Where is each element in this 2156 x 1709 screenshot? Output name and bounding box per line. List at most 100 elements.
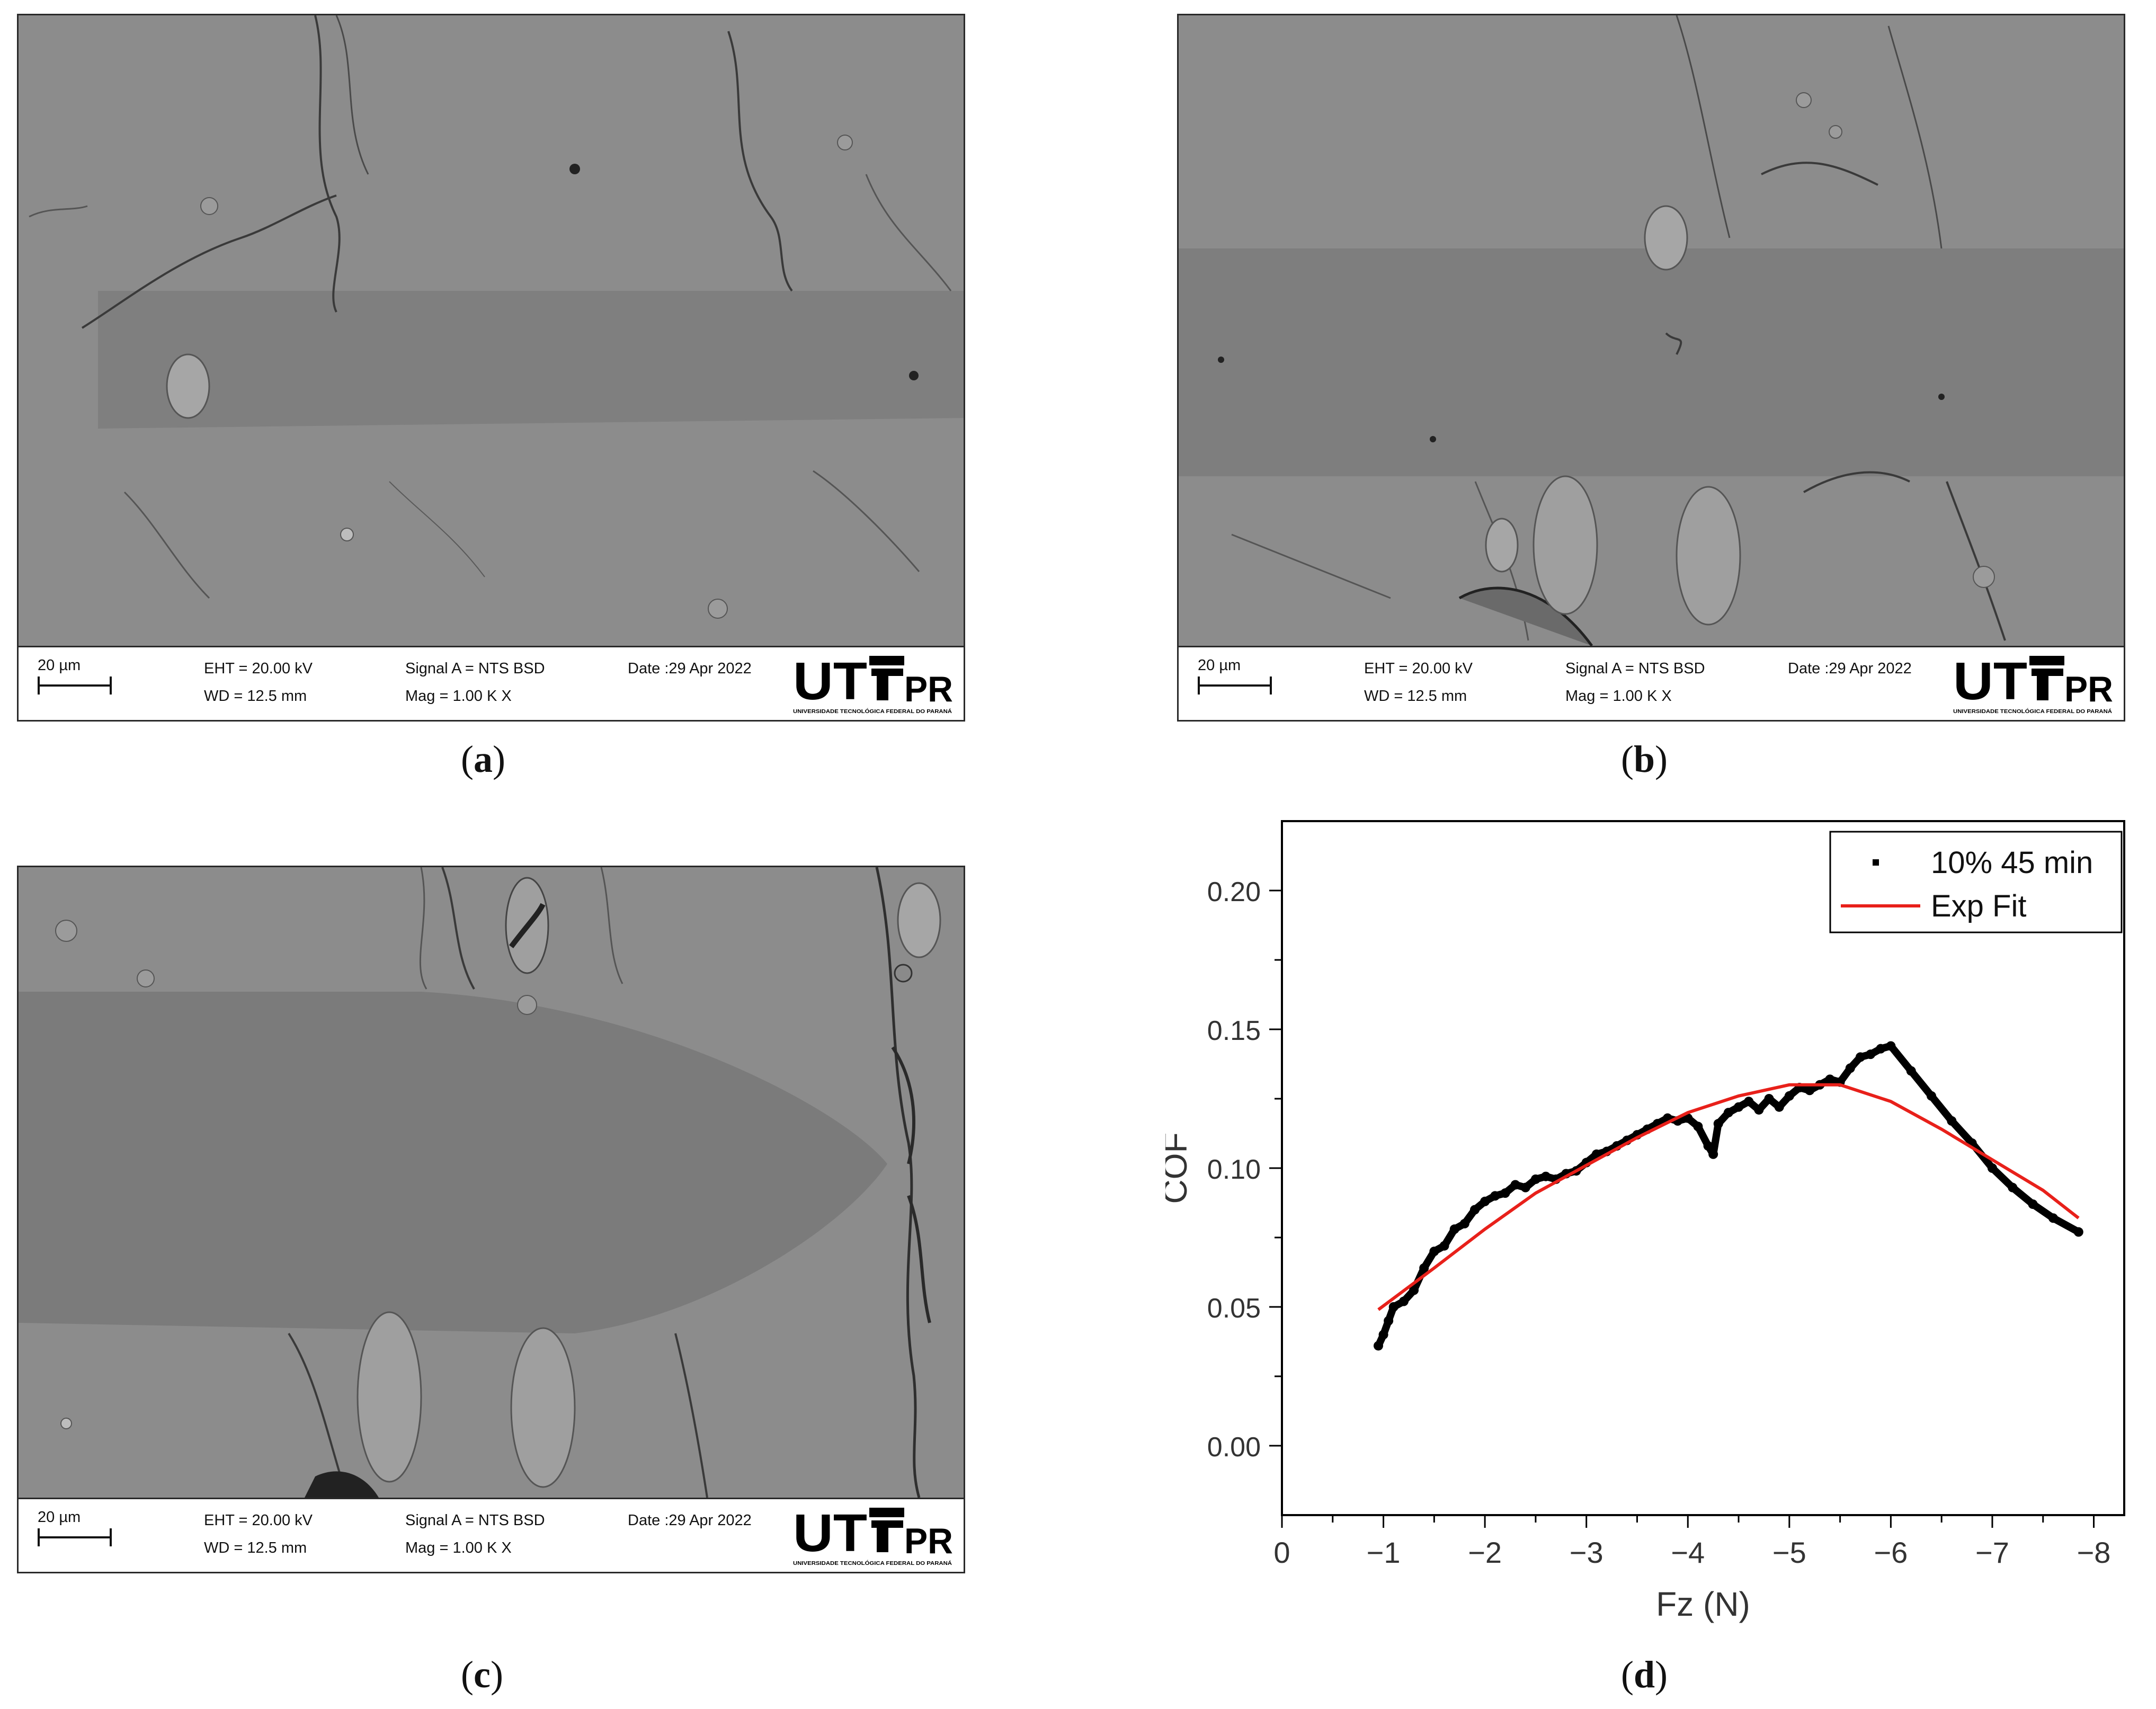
svg-text:UNIVERSIDADE TECNOLÓGICA FEDER: UNIVERSIDADE TECNOLÓGICA FEDERAL DO PARA… [1953, 708, 2112, 715]
scale-bar-right-tick [110, 1528, 112, 1546]
svg-text:PR: PR [2064, 669, 2113, 709]
data-point [1398, 1296, 1409, 1306]
data-point [1703, 1141, 1713, 1151]
data-point [1784, 1091, 1794, 1101]
data-point [1388, 1302, 1398, 1312]
data-point [1744, 1097, 1754, 1107]
data-point [1734, 1102, 1744, 1112]
data-point [1754, 1105, 1764, 1115]
x-tick-label: −5 [1772, 1536, 1806, 1569]
sem-panel-b: 20 µm EHT = 20.00 kV WD = 12.5 mm Signal… [1177, 14, 2125, 722]
data-point [1378, 1330, 1388, 1340]
sem-databar-b: 20 µm EHT = 20.00 kV WD = 12.5 mm Signal… [1179, 646, 2124, 720]
caption-a: (a) [461, 738, 505, 780]
data-point [1530, 1174, 1540, 1184]
data-point [1469, 1205, 1480, 1215]
data-point [2048, 1213, 2058, 1223]
legend-label-scatter: 10% 45 min [1931, 845, 2093, 880]
data-point [2073, 1227, 2083, 1237]
scale-label: 20 µm [38, 1509, 81, 1526]
data-point [1693, 1121, 1703, 1132]
svg-text:UT: UT [1953, 654, 2027, 711]
data-point [1683, 1113, 1693, 1123]
legend-box [1829, 831, 2123, 933]
x-tick-label: −4 [1671, 1536, 1705, 1569]
cof-vs-fz-chart: 0 −1 −2 −3 −4 −5 −6 −7 −8 0.00 0.05 0.10 0.15 0.20 Fz … [1165, 820, 2125, 1623]
data-point [2028, 1199, 2038, 1209]
signal-value: Signal A = NTS BSD [405, 660, 545, 677]
svg-text:PR: PR [904, 1521, 953, 1561]
wd-value: WD = 12.5 mm [204, 688, 307, 705]
data-point [1490, 1191, 1500, 1201]
data-point [1764, 1094, 1774, 1103]
data-point [1459, 1218, 1469, 1229]
data-point [1419, 1263, 1429, 1273]
data-point [2008, 1182, 2018, 1192]
y-axis-label: COF [1165, 1132, 1194, 1204]
scale-bar [38, 1536, 112, 1538]
y-tick-label: 0.00 [1207, 1432, 1261, 1463]
y-tick-label: 0.15 [1207, 1016, 1261, 1046]
svg-text:UNIVERSIDADE TECNOLÓGICA FEDER: UNIVERSIDADE TECNOLÓGICA FEDERAL DO PARA… [793, 1560, 952, 1566]
utfpr-logo: UT PR UNIVERSIDADE TECNOLÓGICA FEDERAL D… [1952, 652, 2116, 716]
date-value: Date :29 Apr 2022 [628, 660, 752, 677]
data-point [1520, 1182, 1530, 1192]
scale-bar-left-tick [38, 677, 40, 695]
scale-bar [38, 684, 112, 687]
data-point [1384, 1316, 1394, 1326]
scale-bar [1198, 684, 1272, 687]
sem-micrograph-b [1179, 15, 2124, 646]
data-point [1500, 1188, 1510, 1198]
data-point [1439, 1241, 1449, 1251]
sem-micrograph-c [19, 867, 964, 1498]
data-point [1845, 1063, 1855, 1073]
date-value: Date :29 Apr 2022 [628, 1512, 752, 1529]
sem-panel-a: 20 µm EHT = 20.00 kV WD = 12.5 mm Signal… [17, 14, 965, 722]
utfpr-logo: UT PR UNIVERSIDADE TECNOLÓGICA FEDERAL D… [792, 652, 956, 716]
data-point [1947, 1116, 1957, 1126]
exp-fit-line [1377, 1083, 2080, 1311]
data-point [1591, 1149, 1601, 1159]
sem-panel-c: 20 µm EHT = 20.00 kV WD = 12.5 mm Signal… [17, 866, 965, 1573]
data-point [1774, 1102, 1784, 1112]
x-tick-label: −2 [1468, 1536, 1502, 1569]
scale-label: 20 µm [38, 657, 81, 674]
data-point [1805, 1085, 1815, 1096]
scale-bar-left-tick [38, 1528, 40, 1546]
data-point [1927, 1091, 1937, 1101]
mag-value: Mag = 1.00 K X [405, 1539, 512, 1556]
data-point [1713, 1119, 1723, 1129]
sem-micrograph-a [19, 15, 964, 646]
sem-databar-a: 20 µm EHT = 20.00 kV WD = 12.5 mm Signal… [19, 646, 964, 720]
x-tick-label: 0 [1273, 1536, 1290, 1569]
data-point [1886, 1041, 1896, 1051]
data-point [1449, 1224, 1459, 1234]
svg-text:UNIVERSIDADE TECNOLÓGICA FEDER: UNIVERSIDADE TECNOLÓGICA FEDERAL DO PARA… [793, 708, 952, 715]
svg-text:UT: UT [793, 654, 867, 711]
legend-marker-scatter [1873, 859, 1879, 866]
data-point [1373, 1341, 1383, 1351]
data-point [1480, 1196, 1490, 1206]
x-axis-label: Fz (N) [1656, 1585, 1750, 1623]
x-tick-label: −8 [2077, 1536, 2111, 1569]
data-point [1825, 1074, 1835, 1084]
scale-bar-left-tick [1198, 677, 1200, 695]
mag-value: Mag = 1.00 K X [405, 688, 512, 705]
data-point [1541, 1171, 1551, 1181]
data-series-10pct-45min [1375, 1042, 2081, 1348]
x-tick-label: −3 [1570, 1536, 1603, 1569]
caption-c: (c) [461, 1653, 503, 1696]
data-point [1866, 1049, 1876, 1060]
eht-value: EHT = 20.00 kV [204, 660, 313, 677]
data-point [1723, 1108, 1733, 1118]
y-tick-label: 0.10 [1207, 1154, 1261, 1185]
data-point [1708, 1149, 1718, 1159]
signal-value: Signal A = NTS BSD [1565, 660, 1705, 677]
data-point [1510, 1180, 1520, 1190]
wd-value: WD = 12.5 mm [204, 1539, 307, 1556]
y-tick-label: 0.05 [1207, 1293, 1261, 1324]
mag-value: Mag = 1.00 K X [1565, 688, 1672, 705]
data-point [1987, 1163, 1997, 1173]
eht-value: EHT = 20.00 kV [204, 1512, 313, 1529]
scale-label: 20 µm [1198, 657, 1241, 674]
